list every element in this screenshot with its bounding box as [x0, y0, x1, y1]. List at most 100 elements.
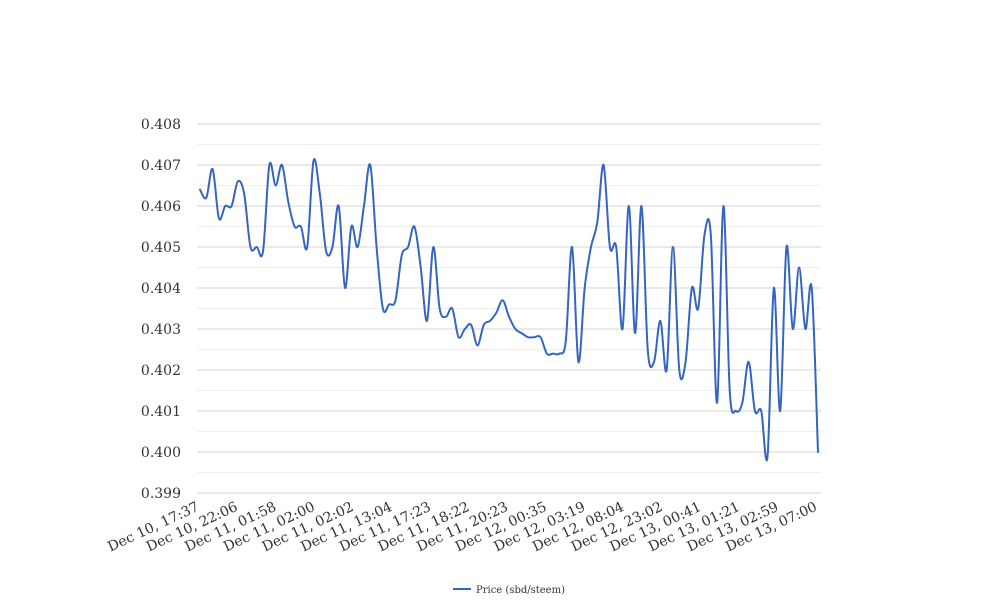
data-point: [199, 189, 201, 191]
data-point: [584, 287, 586, 289]
data-point: [344, 287, 346, 289]
data-point: [432, 246, 434, 248]
y-tick-label: 0.405: [141, 240, 181, 256]
data-point: [571, 246, 573, 248]
y-axis-ticks: 0.399 0.400 0.401 0.402 0.403 0.404 0.405 0.406…: [141, 117, 181, 502]
data-point: [445, 316, 447, 318]
data-point: [779, 410, 781, 412]
data-point: [464, 328, 466, 330]
data-point: [741, 402, 743, 404]
data-point: [798, 267, 800, 269]
data-point: [458, 336, 460, 338]
data-point: [243, 193, 245, 195]
data-point: [596, 221, 598, 223]
data-point: [817, 451, 819, 453]
data-point: [773, 287, 775, 289]
series-layer: [199, 158, 819, 462]
data-point: [407, 246, 409, 248]
data-point: [527, 336, 529, 338]
data-point: [577, 361, 579, 363]
data-point: [294, 226, 296, 228]
data-point: [678, 369, 680, 371]
data-point: [697, 308, 699, 310]
data-point: [685, 361, 687, 363]
data-point: [792, 328, 794, 330]
data-point: [653, 361, 655, 363]
series-line: [199, 158, 819, 462]
data-point: [640, 205, 642, 207]
data-point: [212, 168, 214, 170]
data-point: [729, 390, 731, 392]
data-point: [439, 308, 441, 310]
data-point: [603, 164, 605, 166]
y-tick-label: 0.406: [141, 199, 181, 215]
data-point: [256, 246, 258, 248]
data-point: [388, 303, 390, 305]
data-point: [672, 246, 674, 248]
data-point: [476, 344, 478, 346]
y-tick-label: 0.408: [141, 117, 181, 133]
data-point: [666, 369, 668, 371]
data-point: [495, 312, 497, 314]
data-point: [262, 250, 264, 252]
data-point: [552, 353, 554, 355]
legend[interactable]: Price (sbd/steem): [453, 585, 565, 596]
data-point: [357, 246, 359, 248]
data-point: [268, 164, 270, 166]
data-point: [628, 205, 630, 207]
data-point: [325, 250, 327, 252]
y-tick-label: 0.407: [141, 158, 181, 174]
data-point: [350, 226, 352, 228]
data-point: [722, 205, 724, 207]
data-point: [231, 205, 233, 207]
data-point: [470, 324, 472, 326]
data-point: [691, 287, 693, 289]
data-point: [804, 328, 806, 330]
data-point: [754, 410, 756, 412]
legend-label: Price (sbd/steem): [476, 585, 565, 596]
data-point: [237, 180, 239, 182]
data-point: [331, 246, 333, 248]
data-point: [609, 246, 611, 248]
data-point: [205, 197, 207, 199]
y-tick-label: 0.401: [141, 404, 181, 420]
data-point: [281, 164, 283, 166]
data-point: [659, 320, 661, 322]
data-point: [710, 234, 712, 236]
data-point: [218, 217, 220, 219]
y-tick-label: 0.403: [141, 322, 181, 338]
data-point: [703, 234, 705, 236]
data-point: [558, 353, 560, 355]
data-point: [748, 361, 750, 363]
data-point: [363, 205, 365, 207]
y-tick-label: 0.404: [141, 281, 181, 297]
data-point: [767, 455, 769, 457]
data-point: [622, 328, 624, 330]
data-point: [514, 328, 516, 330]
data-point: [483, 324, 485, 326]
grid-lines: [197, 123, 821, 494]
data-point: [306, 246, 308, 248]
data-point: [376, 246, 378, 248]
data-point: [401, 254, 403, 256]
data-point: [300, 226, 302, 228]
data-point: [369, 164, 371, 166]
data-point: [785, 246, 787, 248]
data-point: [533, 336, 535, 338]
data-point: [647, 349, 649, 351]
data-point: [420, 267, 422, 269]
data-point: [615, 246, 617, 248]
data-point: [508, 316, 510, 318]
data-point: [760, 410, 762, 412]
data-point: [382, 308, 384, 310]
data-point: [224, 205, 226, 207]
data-point: [394, 299, 396, 301]
data-point: [502, 299, 504, 301]
data-point: [451, 308, 453, 310]
data-point: [521, 332, 523, 334]
data-point: [565, 340, 567, 342]
y-tick-label: 0.400: [141, 445, 181, 461]
data-point: [313, 160, 315, 162]
